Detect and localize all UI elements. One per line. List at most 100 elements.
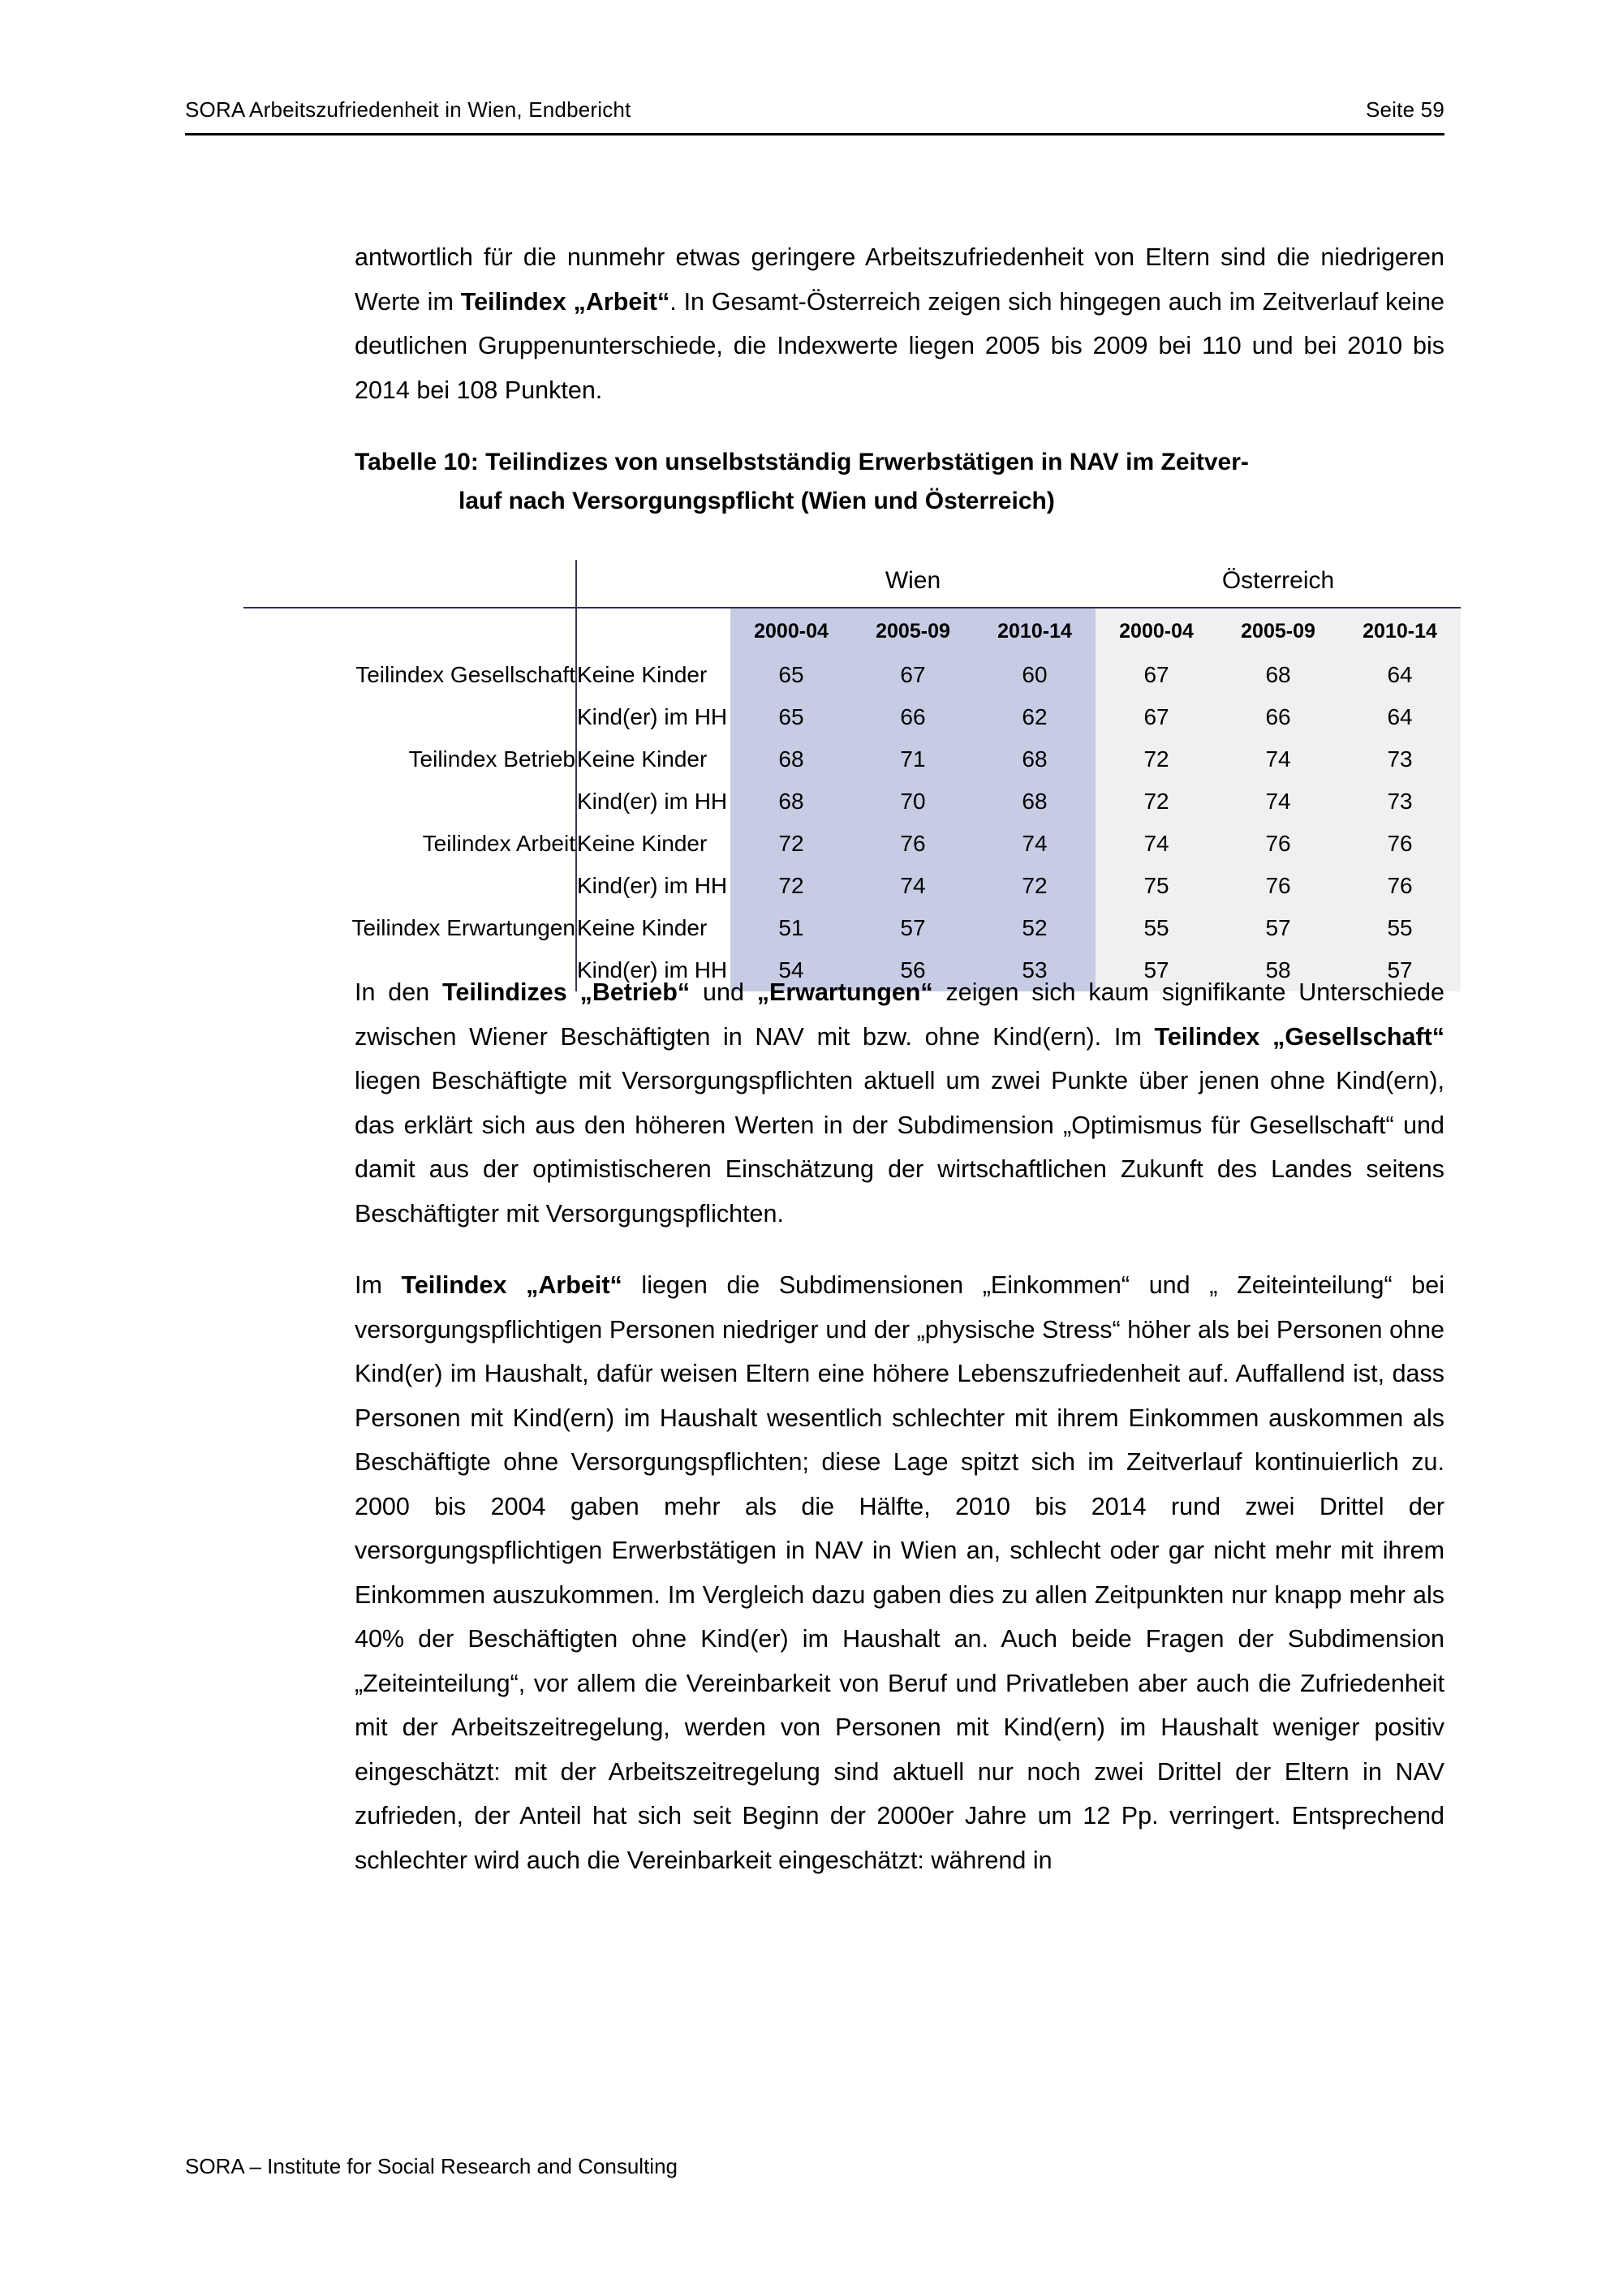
cell-wien-2010-14: 68	[974, 738, 1096, 780]
paragraph-3-part-b: liegen die Subdimensionen „Einkommen“ un…	[355, 1271, 1444, 1874]
cell-oest-2005-09: 76	[1217, 865, 1340, 907]
table-row: Kind(er) im HH 54 56 53 57 58 57	[243, 949, 1462, 991]
table-row: Teilindex Arbeit Keine Kinder 72 76 74 7…	[243, 823, 1462, 865]
table-row: Teilindex Betrieb Keine Kinder 68 71 68 …	[243, 738, 1462, 780]
table-body: Teilindex Gesellschaft Keine Kinder 65 6…	[243, 654, 1462, 991]
row-group-label: Kind(er) im HH	[575, 696, 730, 738]
cell-oest-2000-04: 67	[1096, 696, 1218, 738]
cell-oest-2010-14: 64	[1339, 696, 1462, 738]
row-label: Teilindex Erwartungen	[351, 915, 576, 940]
paragraph-2: In den Teilindizes „Betrieb“ und „Erwart…	[355, 970, 1444, 1236]
cell-wien-2005-09: 76	[852, 823, 974, 865]
cell-wien-2010-14: 74	[974, 823, 1096, 865]
table-teilindizes: Wien Österreich 2000-04 2005-09 2010-14 …	[243, 560, 1462, 991]
row-group-label: Kind(er) im HH	[575, 949, 730, 991]
cell-wien-2010-14: 68	[974, 780, 1096, 823]
period-subgroup-blank	[575, 608, 730, 654]
cell-oest-2000-04: 67	[1096, 654, 1218, 696]
cell-oest-2010-14: 73	[1339, 780, 1462, 823]
header-corner-blank	[243, 560, 576, 608]
cell-wien-2010-14: 62	[974, 696, 1096, 738]
row-label	[243, 865, 576, 907]
row-group-label: Keine Kinder	[575, 738, 730, 780]
header-group-wien: Wien	[730, 560, 1096, 608]
header-page-number: Seite 59	[1365, 97, 1444, 122]
table-row: Kind(er) im HH 72 74 72 75 76 76	[243, 865, 1462, 907]
cell-oest-2005-09: 74	[1217, 738, 1340, 780]
paragraph-2-bold-erwartungen: „Erwartungen“	[756, 978, 933, 1006]
paragraph-1-bold-teilindex-arbeit: Teilindex „Arbeit“	[460, 287, 670, 316]
paragraph-3: Im Teilindex „Arbeit“ liegen die Subdime…	[355, 1263, 1444, 1882]
cell-wien-2000-04: 72	[730, 865, 852, 907]
cell-wien-2005-09: 57	[852, 907, 974, 949]
paragraph-2-part-d: liegen Beschäftigte mit Versorgungspflic…	[355, 1067, 1444, 1228]
row-label: Teilindex Gesellschaft	[355, 662, 575, 687]
cell-oest-2000-04: 72	[1096, 780, 1218, 823]
cell-oest-2000-04: 75	[1096, 865, 1218, 907]
paragraph-1-part-a: antwortlich für die nunmehr etwas gering…	[355, 243, 1444, 316]
paragraph-2-bold-teilindizes-betrieb: Teilindizes „Betrieb“	[442, 978, 691, 1006]
page-footer: SORA – Institute for Social Research and…	[185, 2154, 678, 2178]
cell-wien-2005-09: 67	[852, 654, 974, 696]
cell-oest-2005-09: 58	[1217, 949, 1340, 991]
paragraph-3-part-a: Im	[355, 1271, 402, 1299]
header-document-title: SORA Arbeitszufriedenheit in Wien, Endbe…	[185, 97, 631, 122]
page-header: SORA Arbeitszufriedenheit in Wien, Endbe…	[185, 97, 1444, 135]
row-label	[243, 696, 576, 738]
header-period-wien-2005-09: 2005-09	[852, 608, 974, 654]
cell-oest-2010-14: 76	[1339, 865, 1462, 907]
paragraph-2-bold-teilindex-gesellschaft: Teilindex „Gesellschaft“	[1154, 1022, 1444, 1051]
row-group-label: Keine Kinder	[575, 823, 730, 865]
row-label: Teilindex Arbeit	[422, 831, 575, 856]
cell-wien-2000-04: 72	[730, 823, 852, 865]
cell-oest-2005-09: 57	[1217, 907, 1340, 949]
cell-oest-2000-04: 74	[1096, 823, 1218, 865]
cell-oest-2000-04: 72	[1096, 738, 1218, 780]
cell-oest-2000-04: 55	[1096, 907, 1218, 949]
cell-wien-2000-04: 65	[730, 696, 852, 738]
table-head: Wien Österreich 2000-04 2005-09 2010-14 …	[243, 560, 1462, 654]
header-period-oest-2010-14: 2010-14	[1339, 608, 1462, 654]
cell-oest-2010-14: 73	[1339, 738, 1462, 780]
cell-wien-2010-14: 72	[974, 865, 1096, 907]
cell-oest-2005-09: 66	[1217, 696, 1340, 738]
table-row: Kind(er) im HH 68 70 68 72 74 73	[243, 780, 1462, 823]
cell-oest-2005-09: 76	[1217, 823, 1340, 865]
table-row: Kind(er) im HH 65 66 62 67 66 64	[243, 696, 1462, 738]
upper-content-block: antwortlich für die nunmehr etwas gering…	[355, 235, 1444, 521]
cell-wien-2000-04: 68	[730, 780, 852, 823]
paragraph-1-part-b: . In Gesamt-Österreich zeigen sich hinge…	[355, 287, 1444, 404]
cell-wien-2005-09: 74	[852, 865, 974, 907]
row-label: Teilindex Betrieb	[408, 746, 575, 772]
table-header-row-periods: 2000-04 2005-09 2010-14 2000-04 2005-09 …	[243, 608, 1462, 654]
cell-wien-2005-09: 71	[852, 738, 974, 780]
cell-oest-2010-14: 57	[1339, 949, 1462, 991]
header-subgroup-blank	[575, 560, 730, 608]
table-10-wrapper: Wien Österreich 2000-04 2005-09 2010-14 …	[243, 560, 1462, 991]
header-period-oest-2000-04: 2000-04	[1096, 608, 1218, 654]
paragraph-2-part-b: und	[690, 978, 757, 1006]
paragraph-2-part-a: In den	[355, 978, 443, 1006]
table-row: Teilindex Gesellschaft Keine Kinder 65 6…	[243, 654, 1462, 696]
table-header-row-groups: Wien Österreich	[243, 560, 1462, 608]
header-period-oest-2005-09: 2005-09	[1217, 608, 1340, 654]
cell-wien-2000-04: 68	[730, 738, 852, 780]
row-group-label: Kind(er) im HH	[575, 865, 730, 907]
row-label	[243, 780, 576, 823]
header-group-oesterreich: Österreich	[1096, 560, 1462, 608]
cell-wien-2000-04: 54	[730, 949, 852, 991]
row-group-label: Kind(er) im HH	[575, 780, 730, 823]
cell-oest-2010-14: 64	[1339, 654, 1462, 696]
header-period-wien-2000-04: 2000-04	[730, 608, 852, 654]
cell-wien-2005-09: 70	[852, 780, 974, 823]
cell-wien-2000-04: 65	[730, 654, 852, 696]
table-caption-line-1: Tabelle 10: Teilindizes von unselbststän…	[355, 449, 1249, 475]
row-group-label: Keine Kinder	[575, 907, 730, 949]
paragraph-2-part-c: zeigen sich kaum signifikante Unterschie…	[355, 978, 1444, 1051]
cell-oest-2010-14: 76	[1339, 823, 1462, 865]
paragraph-1: antwortlich für die nunmehr etwas gering…	[355, 235, 1444, 412]
cell-oest-2010-14: 55	[1339, 907, 1462, 949]
cell-wien-2010-14: 60	[974, 654, 1096, 696]
cell-oest-2005-09: 68	[1217, 654, 1340, 696]
